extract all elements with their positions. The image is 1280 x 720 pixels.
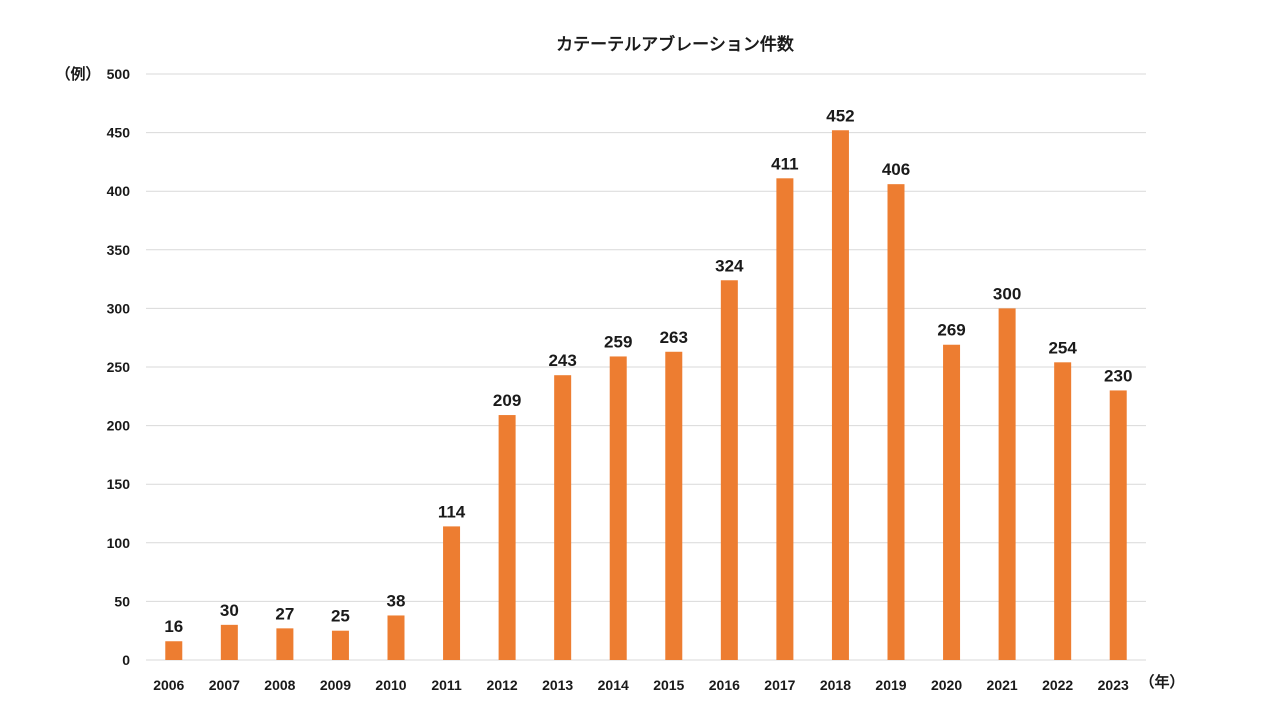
bars: [165, 130, 1127, 661]
x-tick-label: 2017: [764, 677, 795, 693]
y-axis-unit-label: （例）: [55, 65, 100, 83]
data-label: 269: [937, 321, 965, 340]
bar-2014: [609, 356, 627, 660]
y-tick-label: 0: [122, 652, 130, 668]
bar-2022: [1054, 362, 1072, 660]
y-tick-label: 300: [107, 300, 131, 316]
data-label: 300: [993, 284, 1021, 303]
data-label: 230: [1104, 366, 1132, 385]
data-label: 25: [331, 607, 350, 626]
x-tick-label: 2020: [931, 677, 962, 693]
y-tick-label: 250: [107, 359, 131, 375]
bar-2007: [220, 624, 238, 660]
y-tick-label: 50: [114, 593, 130, 609]
bar-2017: [776, 178, 794, 661]
chart-title: カテーテルアブレーション件数: [556, 34, 795, 54]
x-tick-label: 2021: [987, 677, 1018, 693]
x-tick-label: 2019: [875, 677, 906, 693]
data-label: 263: [660, 328, 688, 347]
bar-2010: [387, 615, 405, 660]
bar-2023: [1109, 390, 1127, 660]
x-tick-label: 2012: [487, 677, 518, 693]
bar-2011: [443, 526, 461, 660]
x-tick-label: 2009: [320, 677, 351, 693]
x-tick-label: 2006: [153, 677, 184, 693]
x-tick-label: 2011: [431, 677, 462, 693]
x-tick-label: 2023: [1098, 677, 1129, 693]
data-label: 259: [604, 332, 632, 351]
y-tick-label: 200: [107, 418, 131, 434]
y-tick-label: 500: [107, 66, 131, 82]
data-label: 114: [438, 502, 466, 521]
x-tick-label: 2016: [709, 677, 740, 693]
x-tick-label: 2008: [264, 677, 295, 693]
y-tick-label: 400: [107, 183, 131, 199]
x-tick-label: 2013: [542, 677, 573, 693]
data-label: 38: [387, 591, 406, 610]
bar-2019: [887, 184, 905, 660]
data-label: 209: [493, 391, 521, 410]
data-label: 254: [1048, 338, 1077, 357]
x-tick-label: 2018: [820, 677, 851, 693]
y-tick-label: 150: [107, 476, 131, 492]
x-tick-label: 2015: [653, 677, 684, 693]
x-tick-label: 2014: [598, 677, 629, 693]
bar-2006: [165, 641, 183, 660]
data-label: 243: [548, 351, 576, 370]
data-label: 324: [715, 256, 744, 275]
bar-2021: [998, 308, 1016, 660]
x-tick-label: 2007: [209, 677, 240, 693]
data-labels: 16 30 27 25 38 114 209 243 259 263 324 411 452 406 269…: [164, 106, 1132, 636]
bar-2016: [720, 280, 738, 660]
bar-2009: [331, 630, 349, 660]
x-axis-ticks: 2006 2007 2008 2009 2010 2011 2012 2013 2014 2015…: [153, 677, 1129, 693]
bar-2012: [498, 415, 516, 660]
x-tick-label: 2022: [1042, 677, 1073, 693]
data-label: 406: [882, 160, 910, 179]
y-tick-label: 450: [107, 125, 131, 141]
data-label: 27: [275, 604, 294, 623]
y-tick-label: 100: [107, 535, 131, 551]
gridlines: [146, 73, 1146, 661]
x-axis-unit-label: （年）: [1139, 673, 1184, 691]
y-axis-ticks: 0 50 100 150 200 250 300 350 400 450 500: [107, 66, 131, 668]
data-label: 16: [164, 617, 183, 636]
y-tick-label: 350: [107, 242, 131, 258]
data-label: 452: [826, 106, 854, 125]
bar-2020: [943, 344, 961, 660]
data-label: 30: [220, 601, 239, 620]
data-label: 411: [771, 154, 798, 173]
bar-2015: [665, 351, 683, 660]
bar-2013: [554, 375, 572, 660]
bar-2008: [276, 628, 294, 660]
bar-2018: [831, 130, 849, 661]
x-tick-label: 2010: [375, 677, 406, 693]
